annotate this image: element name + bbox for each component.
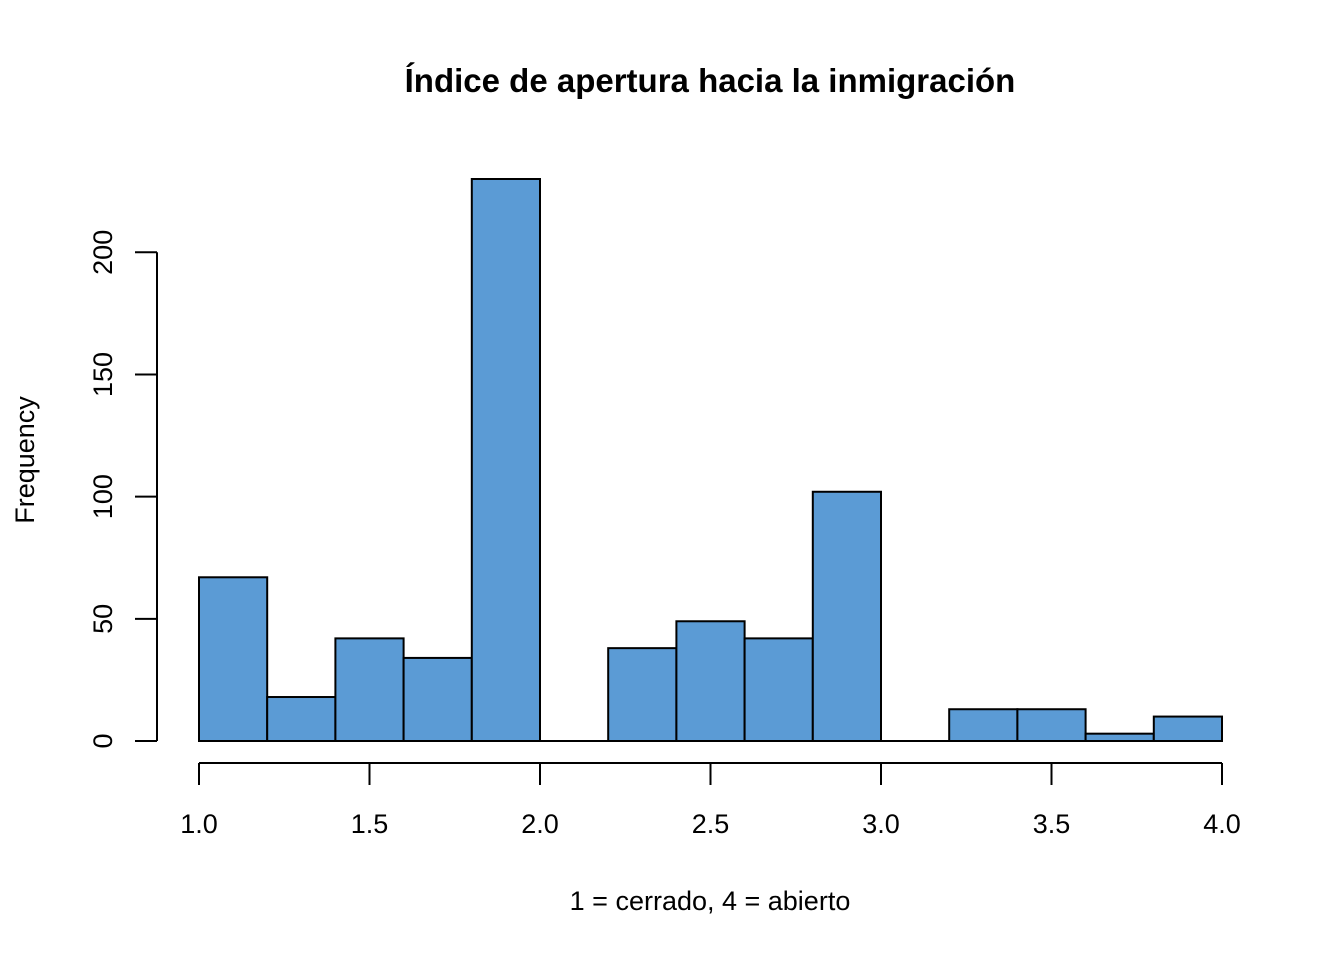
histogram-bar: [198, 576, 269, 742]
x-tick-label: 3.5: [1033, 809, 1071, 839]
x-axis-label: 1 = cerrado, 4 = abierto: [570, 886, 851, 916]
y-tick-label: 200: [88, 230, 118, 275]
x-tick-label: 1.5: [351, 809, 389, 839]
y-axis: 0 50 100 150 200: [88, 230, 158, 749]
histogram-bar: [948, 708, 1019, 743]
histogram-bar: [607, 647, 678, 742]
y-axis-label: Frequency: [10, 396, 40, 524]
histogram-bar: [811, 490, 882, 743]
x-axis: 1.0 1.5 2.0 2.5 3.0 3.5 4.0: [180, 762, 1241, 839]
histogram-bar: [470, 178, 541, 742]
histogram-bar: [402, 656, 473, 743]
histogram-bar: [334, 637, 405, 742]
x-tick-label: 1.0: [180, 809, 218, 839]
histogram-bar: [1084, 732, 1155, 742]
x-tick-label: 3.0: [862, 809, 900, 839]
x-tick-label: 2.0: [521, 809, 559, 839]
y-tick-label: 0: [88, 733, 118, 748]
chart-title: Índice de apertura hacia la inmigración: [405, 62, 1016, 99]
x-tick-label: 2.5: [692, 809, 730, 839]
histogram-bar: [675, 620, 746, 743]
histogram-bar: [743, 637, 814, 742]
y-tick-label: 50: [88, 604, 118, 634]
x-tick-label: 4.0: [1203, 809, 1241, 839]
histogram-bar: [266, 696, 337, 743]
y-tick-label: 100: [88, 474, 118, 519]
bars-group: [198, 178, 1224, 743]
histogram-bar: [1152, 715, 1224, 743]
y-tick-label: 150: [88, 352, 118, 397]
histogram-bar: [1016, 708, 1087, 743]
